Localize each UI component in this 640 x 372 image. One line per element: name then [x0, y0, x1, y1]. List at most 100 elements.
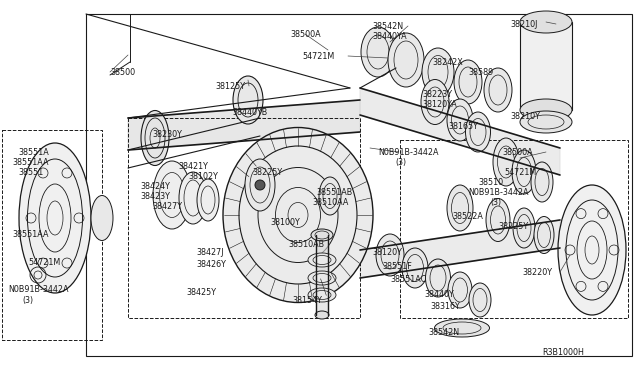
Text: 38220Y: 38220Y [522, 268, 552, 277]
Text: 38510AA: 38510AA [312, 198, 348, 207]
Text: (3): (3) [395, 158, 406, 167]
Text: 38551: 38551 [18, 168, 44, 177]
Text: 38427Y: 38427Y [152, 202, 182, 211]
Text: 38500A: 38500A [290, 30, 321, 39]
Text: 38551AC: 38551AC [390, 275, 426, 284]
Polygon shape [360, 88, 560, 175]
Ellipse shape [534, 217, 554, 253]
Ellipse shape [447, 99, 473, 141]
Ellipse shape [422, 48, 454, 96]
Text: 38440Y: 38440Y [424, 290, 454, 299]
Text: 54721M: 54721M [504, 168, 536, 177]
Ellipse shape [315, 311, 329, 319]
Text: 38500A: 38500A [502, 148, 532, 157]
Text: 38551AA: 38551AA [12, 230, 49, 239]
Text: 38125Y: 38125Y [215, 82, 245, 91]
Text: 38165Y: 38165Y [448, 122, 478, 131]
Ellipse shape [484, 68, 512, 112]
Text: 54721M: 54721M [28, 258, 60, 267]
Text: 38551A: 38551A [18, 148, 49, 157]
Ellipse shape [421, 80, 449, 125]
Bar [2, 130, 102, 340]
Text: 38542N: 38542N [372, 22, 403, 31]
Ellipse shape [223, 128, 373, 302]
Text: 38551AB: 38551AB [316, 188, 352, 197]
Text: 38100Y: 38100Y [270, 218, 300, 227]
Text: 38223Y: 38223Y [422, 90, 452, 99]
Ellipse shape [513, 208, 535, 248]
Ellipse shape [197, 179, 219, 221]
Bar [86, 14, 632, 356]
Text: 38210Y: 38210Y [510, 112, 540, 121]
Text: (3): (3) [490, 198, 501, 207]
Ellipse shape [520, 11, 572, 33]
Text: R3B1000H: R3B1000H [542, 348, 584, 357]
Text: 38225Y: 38225Y [498, 222, 528, 231]
Text: 38522A: 38522A [452, 212, 483, 221]
Text: 38427J: 38427J [196, 248, 223, 257]
Ellipse shape [465, 112, 490, 152]
Text: 38316Y: 38316Y [430, 302, 460, 311]
Text: 38102Y: 38102Y [188, 172, 218, 181]
Text: 38225Y: 38225Y [252, 168, 282, 177]
Polygon shape [360, 220, 560, 278]
Text: 38551AA: 38551AA [12, 158, 49, 167]
Bar [400, 140, 628, 318]
Text: 38589: 38589 [468, 68, 493, 77]
Text: N0B91B-3442A: N0B91B-3442A [8, 285, 68, 294]
Text: 38510: 38510 [478, 178, 503, 187]
Ellipse shape [308, 271, 336, 285]
Text: 38551F: 38551F [382, 262, 412, 271]
Ellipse shape [558, 185, 626, 315]
Text: 38510AB: 38510AB [288, 240, 324, 249]
Ellipse shape [520, 111, 572, 133]
Text: 38421Y: 38421Y [178, 162, 208, 171]
Ellipse shape [402, 248, 428, 288]
Text: 38440YB: 38440YB [232, 108, 268, 117]
Text: 38423Y: 38423Y [140, 192, 170, 201]
Ellipse shape [435, 319, 490, 337]
Text: 38154Y: 38154Y [292, 296, 322, 305]
Text: 38440YA: 38440YA [372, 32, 406, 41]
Text: (3): (3) [22, 296, 33, 305]
Ellipse shape [153, 161, 191, 229]
Ellipse shape [520, 99, 572, 121]
Ellipse shape [245, 159, 275, 211]
Ellipse shape [531, 162, 553, 202]
Ellipse shape [19, 143, 91, 293]
Text: 38426Y: 38426Y [196, 260, 226, 269]
Ellipse shape [448, 272, 472, 308]
Circle shape [255, 180, 265, 190]
Ellipse shape [512, 150, 536, 194]
Text: 38425Y: 38425Y [186, 288, 216, 297]
Ellipse shape [319, 177, 341, 215]
Ellipse shape [447, 185, 473, 231]
Ellipse shape [493, 138, 519, 186]
Ellipse shape [469, 283, 491, 317]
Text: N0B91B-3442A: N0B91B-3442A [468, 188, 529, 197]
Polygon shape [316, 235, 328, 315]
Polygon shape [128, 100, 360, 150]
Ellipse shape [179, 172, 207, 224]
Ellipse shape [233, 76, 263, 124]
Text: 38210J: 38210J [510, 20, 538, 29]
Text: 38500: 38500 [110, 68, 135, 77]
Text: 38230Y: 38230Y [152, 130, 182, 139]
Ellipse shape [361, 27, 395, 77]
Text: 38542N: 38542N [428, 328, 459, 337]
Ellipse shape [91, 196, 113, 241]
Ellipse shape [141, 110, 169, 166]
Ellipse shape [308, 253, 336, 267]
Ellipse shape [426, 259, 451, 297]
Text: N0B91B-3442A: N0B91B-3442A [378, 148, 438, 157]
Ellipse shape [376, 234, 404, 276]
Ellipse shape [388, 33, 424, 87]
Text: 54721M: 54721M [302, 52, 334, 61]
Bar [128, 118, 360, 318]
Ellipse shape [311, 229, 333, 241]
Text: 38242X: 38242X [432, 58, 463, 67]
Ellipse shape [486, 199, 510, 241]
Text: 38120Y: 38120Y [372, 248, 402, 257]
Text: 38120YA: 38120YA [422, 100, 457, 109]
Bar [520, 22, 572, 110]
